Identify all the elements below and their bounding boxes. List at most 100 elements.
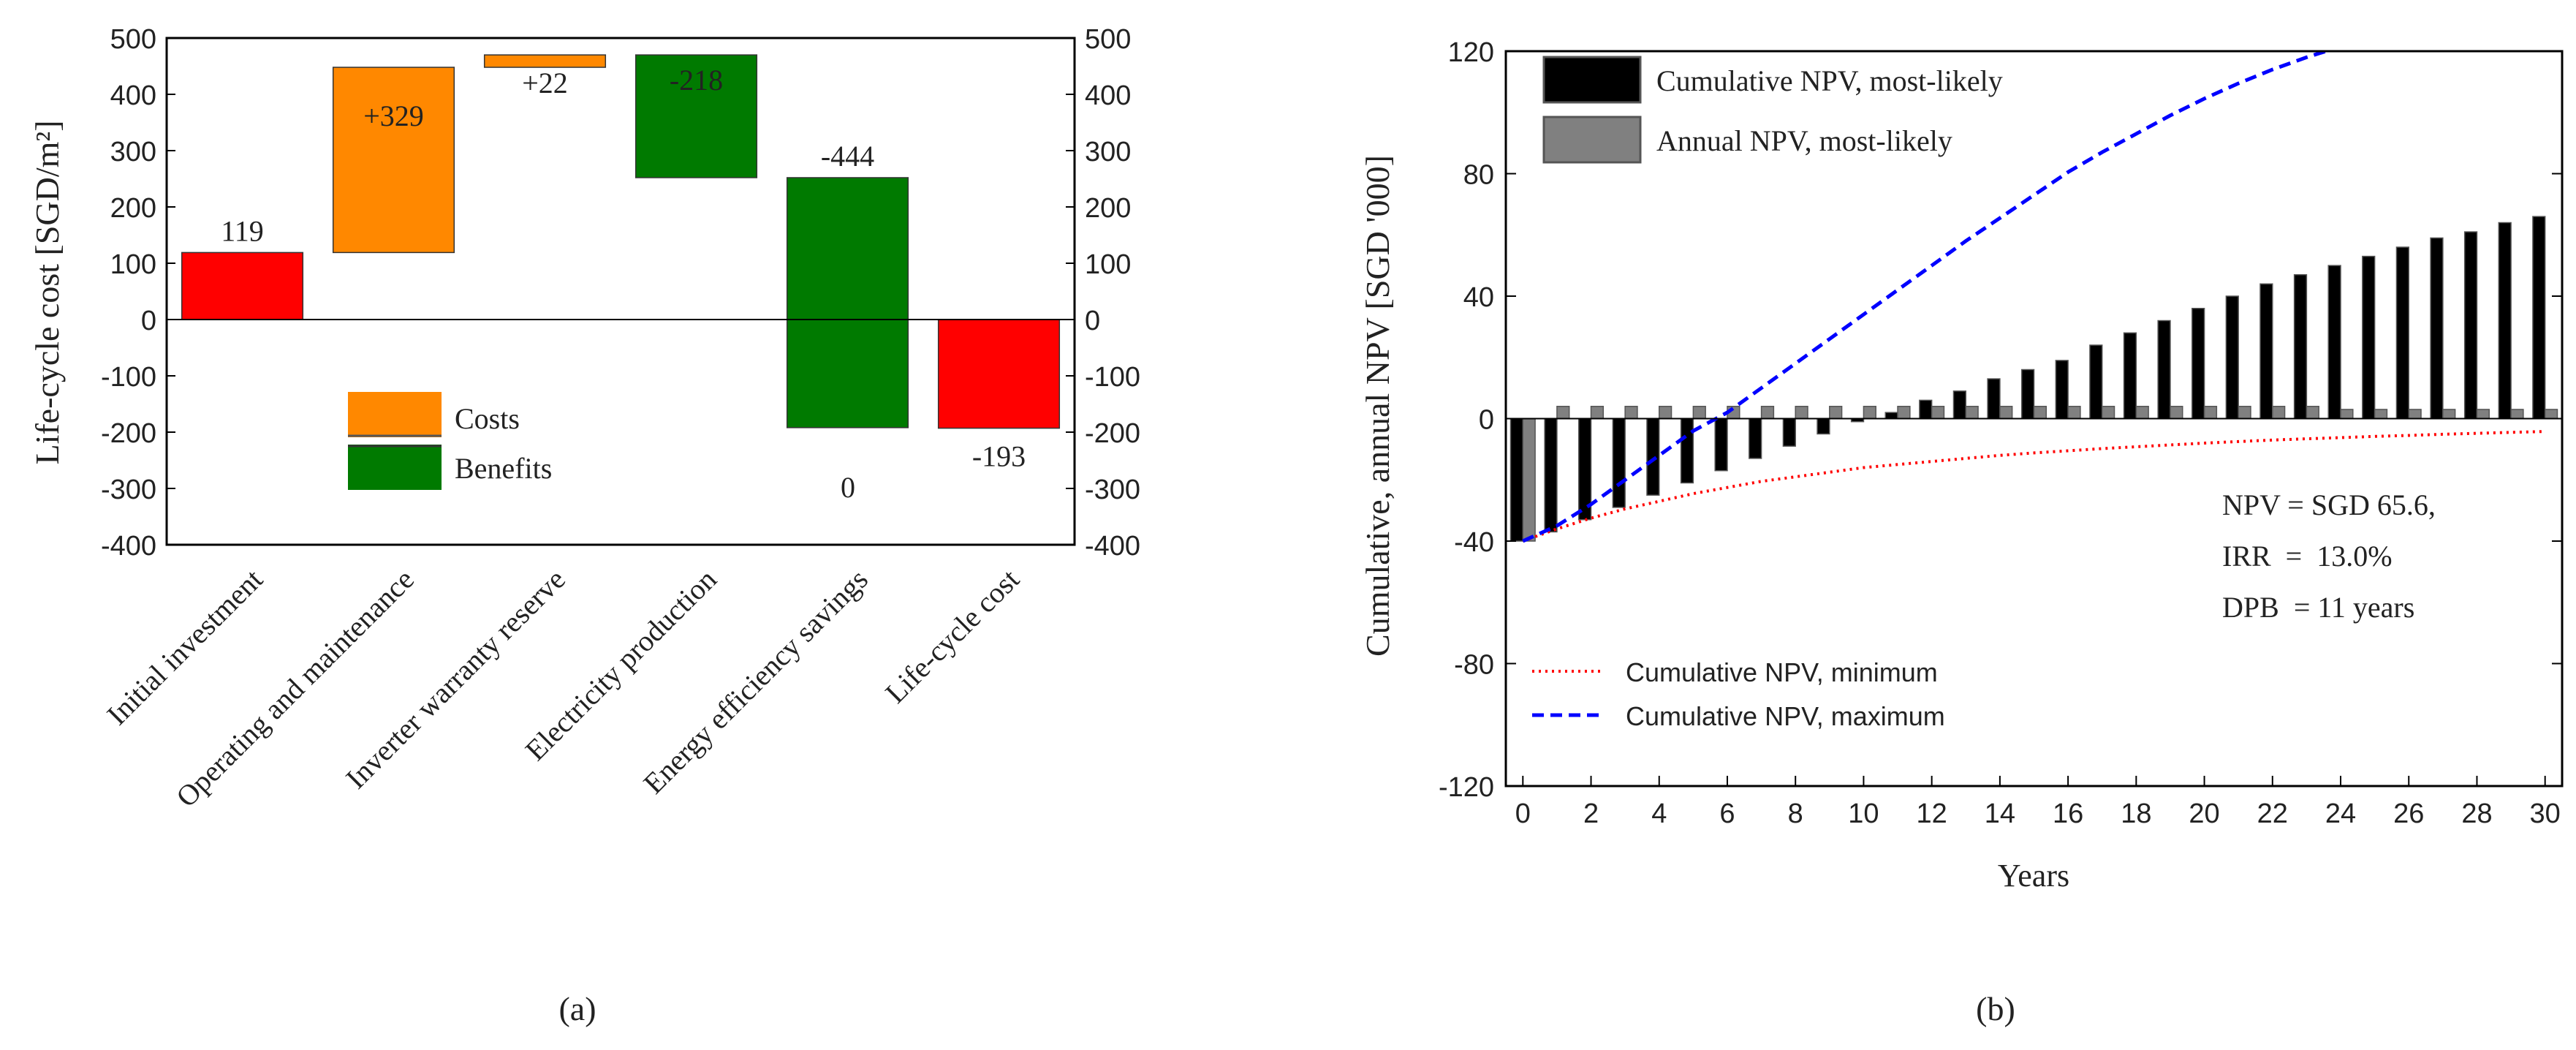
- annual-npv-bar: [1863, 406, 1876, 420]
- cumulative-npv-bar: [2395, 246, 2409, 420]
- category-label: Life-cycle cost: [879, 563, 1026, 710]
- waterfall-value-label: -193: [972, 440, 1026, 473]
- y-tick-label: 40: [1463, 282, 1494, 313]
- annual-npv-bar: [1624, 406, 1638, 420]
- annual-npv-bar: [2238, 406, 2251, 420]
- y-tick-label: 120: [1448, 37, 1494, 68]
- dpb-metric: DPB = 11 years: [2222, 591, 2414, 624]
- annual-npv-bar: [1522, 418, 1536, 542]
- panel-a-axes: [165, 37, 1076, 546]
- waterfall-value-label: +329: [363, 99, 424, 132]
- cumulative-npv-bar: [2055, 360, 2069, 420]
- legend-costs-label: Costs: [455, 402, 520, 435]
- x-tick-label: 20: [2189, 798, 2219, 829]
- annual-npv-bar: [2442, 409, 2456, 420]
- y-tick-label: -80: [1454, 650, 1494, 681]
- y-tick-label: 0: [1479, 405, 1494, 436]
- legend-annual-npv-swatch: [1542, 116, 1642, 164]
- irr-metric: IRR = 13.0%: [2222, 540, 2393, 573]
- cumulative-npv-bar: [1612, 418, 1626, 508]
- y-tick-label: -120: [1439, 772, 1494, 803]
- annual-npv-bar: [2170, 406, 2183, 420]
- x-tick-label: 4: [1651, 798, 1667, 829]
- y-tick-label-right: -100: [1085, 362, 1140, 393]
- x-tick-label: 8: [1788, 798, 1803, 829]
- annual-npv-bar: [2374, 409, 2388, 420]
- cumulative-npv-bar: [1952, 390, 1967, 420]
- legend-minimum-label: Cumulative NPV, minimum: [1626, 657, 1938, 687]
- waterfall-bar: [181, 252, 304, 320]
- y-tick-label: -40: [1454, 527, 1494, 558]
- cumulative-npv-bar: [2089, 344, 2103, 420]
- x-tick-label: 18: [2121, 798, 2151, 829]
- y-tick-label-right: 200: [1085, 193, 1131, 224]
- annual-npv-bar: [2101, 406, 2115, 420]
- y-tick-label-left: 0: [141, 306, 156, 336]
- x-tick-label: 22: [2257, 798, 2288, 829]
- panel-b-lines: [1522, 51, 2545, 543]
- cumulative-npv-bar: [2430, 237, 2444, 420]
- annual-npv-bar: [2476, 409, 2490, 420]
- cumulative-npv-minimum-line: [1522, 430, 2545, 543]
- panel-b-legend-lines: Cumulative NPV, minimum Cumulative NPV, …: [1532, 657, 1945, 731]
- panel-a-ticks: -400 -400 -300 -300 -200 -200 -100 -100 0 0 100 100…: [101, 24, 1140, 562]
- y-tick-label-right: 400: [1085, 80, 1131, 111]
- panel-a-legend: Costs Benefits: [348, 392, 552, 490]
- x-tick-label: 24: [2325, 798, 2356, 829]
- cumulative-npv-bar: [2192, 308, 2205, 420]
- cumulative-npv-bar: [1884, 412, 1898, 420]
- annual-npv-bar: [2203, 406, 2218, 420]
- cumulative-npv-bar: [1987, 378, 2001, 420]
- legend-benefits-label: Benefits: [455, 452, 552, 485]
- x-tick-label: 10: [1848, 798, 1879, 829]
- waterfall-value-label: -444: [821, 140, 874, 173]
- x-tick-label: 14: [1985, 798, 2015, 829]
- waterfall-bar: [937, 319, 1061, 429]
- y-tick-label-left: -300: [101, 475, 156, 505]
- legend-maximum-label: Cumulative NPV, maximum: [1626, 701, 1945, 731]
- annual-npv-bar: [1931, 406, 1945, 420]
- cumulative-npv-bar: [2498, 222, 2512, 420]
- y-tick-label-left: -400: [101, 531, 156, 562]
- y-tick-label-left: 500: [110, 24, 156, 55]
- cumulative-npv-bar: [1680, 418, 1694, 484]
- cumulative-npv-bar: [2293, 273, 2308, 420]
- annual-npv-bar: [2033, 406, 2047, 420]
- category-label: Initial investment: [100, 563, 269, 732]
- legend-costs-swatch: [348, 392, 442, 437]
- annual-npv-bar: [2272, 406, 2286, 420]
- waterfall-value-label: +22: [522, 67, 568, 99]
- x-tick-label: 6: [1719, 798, 1735, 829]
- y-tick-label-right: -400: [1085, 531, 1140, 562]
- cumulative-npv-bar: [2123, 332, 2137, 420]
- x-tick-label: 2: [1583, 798, 1599, 829]
- annual-npv-bar: [2135, 406, 2149, 420]
- legend-cumulative-npv-swatch: [1542, 56, 1642, 104]
- panel-b-bars: [1509, 216, 2558, 542]
- x-tick-label: 16: [2053, 798, 2083, 829]
- cumulative-npv-bar: [1646, 418, 1660, 496]
- panel-a-y-axis-label: Life-cycle cost [SGD/m²]: [29, 120, 66, 464]
- annual-npv-bar: [1556, 406, 1570, 420]
- panel-b-caption: (b): [1976, 990, 2015, 1027]
- annual-npv-bar: [1760, 406, 1775, 420]
- cumulative-npv-bar: [2327, 265, 2341, 420]
- annual-npv-bar: [2408, 409, 2422, 420]
- y-tick-label-right: 500: [1085, 24, 1131, 55]
- annual-npv-bar: [1659, 406, 1672, 420]
- x-tick-label: 0: [1515, 798, 1531, 829]
- annual-npv-bar: [1692, 406, 1706, 420]
- plot-frame: [165, 37, 1076, 546]
- y-tick-label-left: 100: [110, 249, 156, 280]
- legend-benefits-swatch: [348, 445, 442, 490]
- panel-a-caption: (a): [558, 990, 596, 1027]
- panel-b-x-axis-label: Years: [1998, 858, 2069, 894]
- y-tick-label-right: 100: [1085, 249, 1131, 280]
- annual-npv-bar: [2340, 409, 2354, 420]
- annual-npv-bar: [1829, 406, 1843, 420]
- cumulative-npv-bar: [1817, 418, 1830, 435]
- cumulative-npv-bar: [2362, 255, 2376, 420]
- cumulative-npv-bar: [1782, 418, 1796, 447]
